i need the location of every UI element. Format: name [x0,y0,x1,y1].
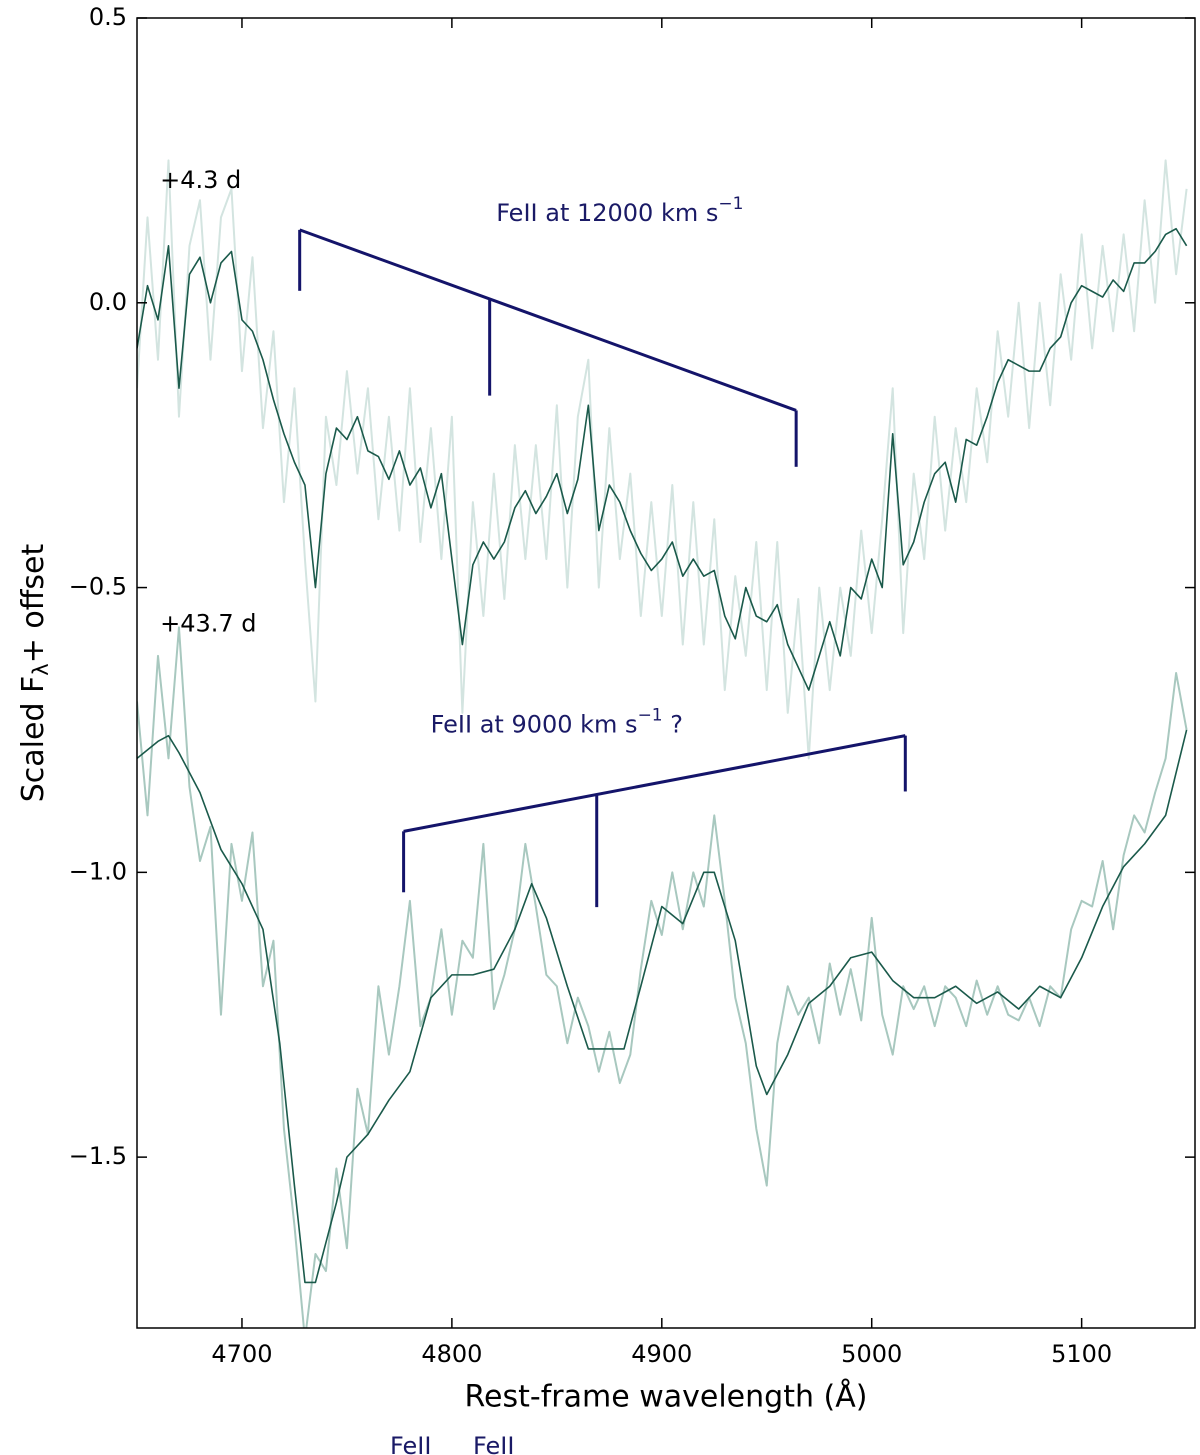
spectrum-line [137,159,1188,760]
x-axis-label: Rest-frame wavelength (Å) [465,1379,868,1415]
annotation: +4.3 d [160,166,241,194]
footer-label: FeII [473,1432,514,1455]
y-label-text: Scaled F [16,676,51,803]
annotation-sup: −1 [638,705,663,725]
spectrum-line [137,729,1188,1284]
bracket-bar [403,734,906,833]
x-tick-label: 5100 [1051,1340,1112,1368]
footer-label: FeII [390,1432,431,1455]
annotation-text: FeII at 12000 km s [496,199,718,227]
y-tick-label: −1.5 [69,1142,127,1170]
y-label-sub: λ [29,663,53,675]
annotation: FeII at 9000 km s−1 ? [431,705,683,738]
annotation-sup: −1 [718,194,743,214]
bracket-bar [299,228,797,412]
x-tick-label: 4800 [421,1340,482,1368]
x-tick-label: 4700 [211,1340,272,1368]
annotation-text: +4.3 d [160,166,241,194]
plot-area [137,159,1188,1328]
annotation-suffix: ? [663,710,683,738]
annotation-text: +43.7 d [160,610,256,638]
y-tick-label: −1.0 [69,857,127,885]
annotation-text: FeII at 9000 km s [431,710,638,738]
spectrum-line [137,227,1188,691]
y-tick-label: 0.5 [89,3,127,31]
x-tick-label: 4900 [631,1340,692,1368]
x-tick-label: 5000 [841,1340,902,1368]
y-axis-label: Scaled Fλ+ offset [16,543,54,802]
y-tick-label: 0.0 [89,288,127,316]
y-label-suffix: + offset [16,543,51,663]
y-tick-label: −0.5 [69,573,127,601]
axes-frame [136,17,1196,1329]
annotation: +43.7 d [160,610,256,638]
annotation: FeII at 12000 km s−1 [496,194,743,227]
